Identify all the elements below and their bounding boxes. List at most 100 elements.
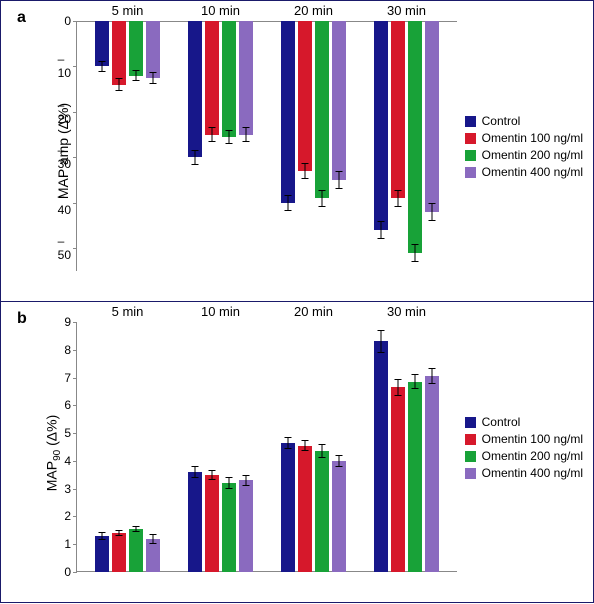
bar bbox=[188, 21, 202, 157]
panel-a-legend: Control Omentin 100 ng/ml Omentin 200 ng/m… bbox=[465, 111, 583, 182]
bar bbox=[332, 21, 346, 180]
legend-label: Control bbox=[482, 114, 521, 128]
bar bbox=[188, 472, 202, 572]
ytick-label: 9 bbox=[64, 315, 77, 329]
ytick-label: –10 bbox=[58, 52, 77, 80]
error-bar bbox=[119, 78, 120, 91]
bar bbox=[129, 21, 143, 76]
ylabel-b-delta: Δ bbox=[43, 432, 59, 441]
legend-item: Control bbox=[465, 114, 583, 128]
ytick-label: –20 bbox=[58, 98, 77, 126]
xcat-label: 30 min bbox=[387, 304, 426, 319]
ytick-label: 5 bbox=[64, 426, 77, 440]
bar bbox=[112, 533, 126, 572]
error-bar bbox=[322, 444, 323, 458]
legend-item: Omentin 100 ng/ml bbox=[465, 432, 583, 446]
bar bbox=[315, 451, 329, 572]
xcat-label: 5 min bbox=[112, 304, 144, 319]
error-bar bbox=[195, 466, 196, 477]
legend-swatch bbox=[465, 150, 476, 161]
legend-swatch bbox=[465, 434, 476, 445]
error-bar bbox=[288, 195, 289, 211]
ylabel-b-sub: 90 bbox=[52, 450, 63, 461]
error-bar bbox=[136, 70, 137, 82]
bar bbox=[425, 21, 439, 212]
legend-label: Omentin 100 ng/ml bbox=[482, 131, 583, 145]
panel-a-plot-area: 0–10–20–30–40–505 min10 min20 min30 min bbox=[76, 21, 457, 271]
error-bar bbox=[305, 163, 306, 179]
ylabel-b-prefix: MAP bbox=[43, 461, 59, 491]
bar bbox=[112, 21, 126, 85]
ytick-label: 3 bbox=[64, 482, 77, 496]
bar bbox=[298, 446, 312, 572]
error-bar bbox=[339, 171, 340, 188]
ytick-label: 4 bbox=[64, 454, 77, 468]
bar bbox=[146, 539, 160, 572]
error-bar bbox=[136, 526, 137, 532]
xcat-label: 10 min bbox=[201, 304, 240, 319]
ylabel-b-mid: ( bbox=[43, 441, 59, 450]
error-bar bbox=[153, 534, 154, 544]
bar bbox=[95, 21, 109, 66]
xcat-label: 10 min bbox=[201, 3, 240, 18]
panel-a: a MAP amp (Δ%) 0–10–20–30–40–505 min10 m… bbox=[1, 1, 594, 302]
legend-swatch bbox=[465, 167, 476, 178]
legend-label: Omentin 100 ng/ml bbox=[482, 432, 583, 446]
panel-b-legend: Control Omentin 100 ng/ml Omentin 200 ng/m… bbox=[465, 412, 583, 483]
error-bar bbox=[195, 150, 196, 165]
error-bar bbox=[153, 72, 154, 84]
xcat-label: 20 min bbox=[294, 304, 333, 319]
error-bar bbox=[381, 330, 382, 352]
legend-item: Omentin 200 ng/ml bbox=[465, 449, 583, 463]
ytick-label: 6 bbox=[64, 398, 77, 412]
error-bar bbox=[415, 374, 416, 390]
panel-b-plot-area: 01234567895 min10 min20 min30 min bbox=[76, 322, 457, 572]
ytick-label: 0 bbox=[64, 565, 77, 579]
panel-b-ylabel: MAP90 (Δ%) bbox=[43, 415, 63, 492]
legend-swatch bbox=[465, 451, 476, 462]
bar bbox=[222, 483, 236, 572]
legend-item: Omentin 200 ng/ml bbox=[465, 148, 583, 162]
ytick-label: 2 bbox=[64, 509, 77, 523]
bar bbox=[391, 387, 405, 572]
bar bbox=[408, 382, 422, 572]
bar bbox=[281, 21, 295, 203]
legend-item: Omentin 400 ng/ml bbox=[465, 165, 583, 179]
ytick-label: 1 bbox=[64, 537, 77, 551]
legend-label: Control bbox=[482, 415, 521, 429]
ytick-label: –40 bbox=[58, 189, 77, 217]
error-bar bbox=[229, 477, 230, 489]
error-bar bbox=[381, 221, 382, 238]
bar bbox=[239, 21, 253, 135]
bar bbox=[222, 21, 236, 137]
bar bbox=[129, 529, 143, 572]
bar bbox=[298, 21, 312, 171]
bar bbox=[281, 443, 295, 572]
ytick-label: –50 bbox=[58, 234, 77, 262]
error-bar bbox=[229, 130, 230, 145]
panel-b-label: b bbox=[17, 310, 27, 328]
error-bar bbox=[212, 470, 213, 480]
error-bar bbox=[339, 455, 340, 467]
error-bar bbox=[119, 530, 120, 537]
error-bar bbox=[432, 203, 433, 220]
error-bar bbox=[246, 475, 247, 486]
xcat-label: 20 min bbox=[294, 3, 333, 18]
panel-a-label: a bbox=[17, 9, 26, 27]
bar bbox=[332, 461, 346, 572]
legend-swatch bbox=[465, 468, 476, 479]
legend-item: Omentin 100 ng/ml bbox=[465, 131, 583, 145]
error-bar bbox=[398, 379, 399, 396]
ytick-label: 8 bbox=[64, 343, 77, 357]
bar bbox=[205, 475, 219, 572]
error-bar bbox=[415, 244, 416, 262]
ytick-label: 0 bbox=[64, 14, 77, 28]
bar bbox=[95, 536, 109, 572]
xcat-label: 30 min bbox=[387, 3, 426, 18]
error-bar bbox=[322, 190, 323, 207]
bar bbox=[239, 480, 253, 572]
error-bar bbox=[398, 190, 399, 207]
legend-label: Omentin 200 ng/ml bbox=[482, 148, 583, 162]
legend-item: Control bbox=[465, 415, 583, 429]
legend-label: Omentin 200 ng/ml bbox=[482, 449, 583, 463]
